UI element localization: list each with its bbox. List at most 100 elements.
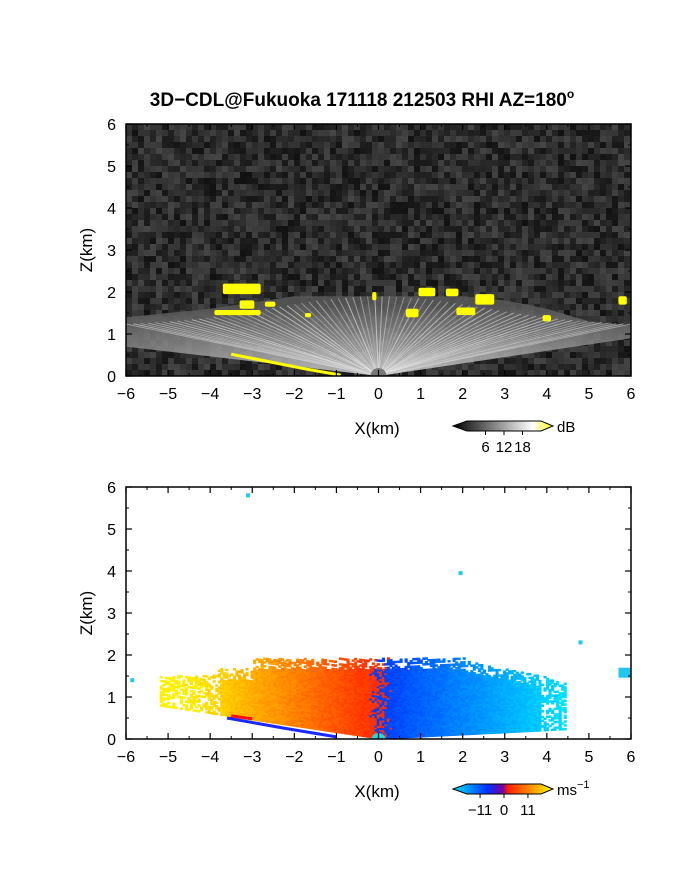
noise-cell <box>144 244 150 250</box>
noise-cell <box>576 184 582 190</box>
noise-cell <box>204 214 210 220</box>
noise-cell <box>582 250 588 256</box>
noise-cell <box>354 280 360 286</box>
noise-cell <box>474 262 480 268</box>
velocity-cell <box>263 693 267 696</box>
noise-cell <box>432 274 438 280</box>
noise-cell <box>306 244 312 250</box>
velocity-cell <box>270 668 274 671</box>
noise-cell <box>126 256 132 262</box>
noise-cell <box>126 304 132 310</box>
velocity-cell <box>164 689 168 693</box>
velocity-cell <box>232 679 237 682</box>
velocity-cell <box>225 704 229 708</box>
noise-cell <box>228 220 234 226</box>
velocity-cell <box>220 669 224 673</box>
noise-cell <box>348 256 354 262</box>
noise-cell <box>450 202 456 208</box>
velocity-cell <box>248 691 252 694</box>
noise-cell <box>594 244 600 250</box>
noise-cell <box>450 208 456 214</box>
noise-cell <box>426 280 432 286</box>
noise-cell <box>216 148 222 154</box>
noise-cell <box>192 136 198 142</box>
noise-cell <box>438 214 444 220</box>
velocity-cell <box>255 699 259 703</box>
noise-cell <box>324 136 330 142</box>
noise-cell <box>264 154 270 160</box>
velocity-cell <box>265 697 269 701</box>
scan-ray <box>323 299 379 376</box>
noise-cell <box>324 226 330 232</box>
noise-cell <box>558 244 564 250</box>
noise-cell <box>138 184 144 190</box>
noise-cell <box>618 172 624 178</box>
noise-cell <box>216 178 222 184</box>
noise-cell <box>162 220 168 226</box>
noise-cell <box>480 136 486 142</box>
noise-cell <box>570 154 576 160</box>
noise-cell <box>174 304 180 310</box>
velocity-cell <box>288 661 292 664</box>
velocity-cell <box>288 710 292 713</box>
noise-cell <box>186 274 192 280</box>
noise-cell <box>600 238 606 244</box>
velocity-cell <box>275 670 279 674</box>
noise-cell <box>390 124 396 130</box>
noise-cell <box>600 178 606 184</box>
velocity-cell <box>285 715 290 719</box>
velocity-cell <box>268 688 272 691</box>
noise-cell <box>474 196 480 202</box>
velocity-cell <box>258 686 262 690</box>
noise-cell <box>564 148 570 154</box>
noise-cell <box>378 130 384 136</box>
noise-cell <box>564 370 570 376</box>
noise-cell <box>540 124 546 130</box>
noise-cell <box>258 286 264 292</box>
velocity-cell <box>237 697 242 700</box>
velocity-cell <box>296 700 300 703</box>
noise-cell <box>498 190 504 196</box>
noise-cell <box>378 148 384 154</box>
noise-cell <box>552 358 558 364</box>
velocity-cell <box>283 694 287 698</box>
noise-cell <box>300 172 306 178</box>
velocity-cell <box>215 688 219 691</box>
velocity-cell <box>232 685 237 688</box>
noise-cell <box>216 202 222 208</box>
velocity-cell <box>215 684 219 687</box>
noise-cell <box>438 286 444 292</box>
noise-cell <box>582 208 588 214</box>
noise-cell <box>432 262 438 268</box>
velocity-cell <box>220 683 224 686</box>
noise-cell <box>576 154 582 160</box>
noise-cell <box>402 274 408 280</box>
velocity-cell <box>187 676 191 679</box>
backscatter-y-axis-label: Z(km) <box>77 228 96 272</box>
velocity-cell <box>290 693 295 697</box>
noise-cell <box>132 268 138 274</box>
velocity-cell <box>260 658 264 662</box>
noise-cell <box>522 298 528 304</box>
velocity-cell <box>258 660 262 663</box>
noise-cell <box>444 160 450 166</box>
velocity-cell <box>230 692 234 695</box>
noise-cell <box>132 208 138 214</box>
velocity-cell <box>283 696 287 699</box>
velocity-cell <box>278 682 282 685</box>
noise-cell <box>570 256 576 262</box>
velocity-cell <box>232 696 237 699</box>
noise-cell <box>252 268 258 274</box>
noise-cell <box>450 160 456 166</box>
noise-cell <box>576 232 582 238</box>
noise-cell <box>318 184 324 190</box>
noise-cell <box>486 244 492 250</box>
velocity-cell <box>273 677 277 681</box>
velocity-cell <box>290 680 295 684</box>
noise-cell <box>210 358 216 364</box>
noise-cell <box>174 256 180 262</box>
noise-cell <box>234 226 240 232</box>
noise-cell <box>414 244 420 250</box>
noise-cell <box>492 286 498 292</box>
noise-cell <box>210 202 216 208</box>
